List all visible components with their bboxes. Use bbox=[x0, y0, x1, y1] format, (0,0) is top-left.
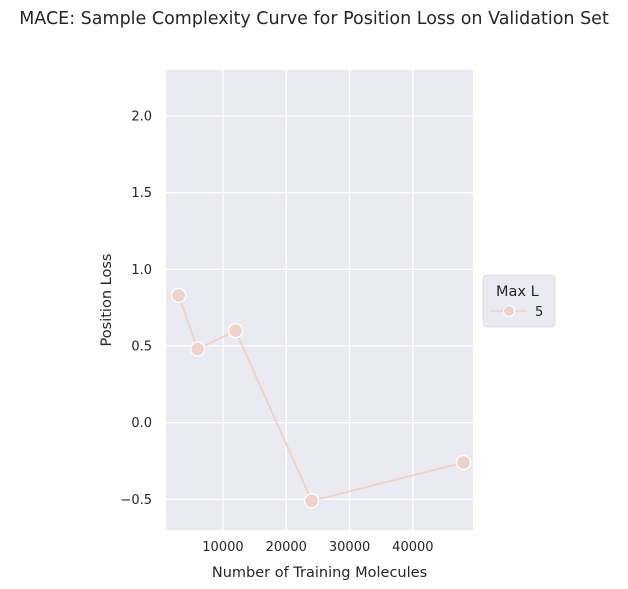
y-tick-label: 1.5 bbox=[131, 186, 152, 201]
y-tick-label: 0.0 bbox=[131, 416, 152, 431]
y-tick-label: −0.5 bbox=[120, 493, 152, 508]
y-tick-label: 1.0 bbox=[131, 263, 152, 278]
legend-marker-swatch bbox=[503, 305, 515, 317]
x-tick-label: 30000 bbox=[329, 540, 370, 555]
x-gridlines bbox=[222, 70, 414, 530]
y-tick-label: 2.0 bbox=[131, 110, 152, 125]
data-point bbox=[189, 341, 206, 357]
x-tick-label: 20000 bbox=[266, 540, 307, 555]
legend-series-label: 5 bbox=[535, 305, 543, 320]
data-point bbox=[227, 323, 244, 339]
data-point bbox=[455, 454, 472, 471]
data-point bbox=[303, 493, 320, 509]
plot-area bbox=[166, 70, 473, 530]
x-axis-label: Number of Training Molecules bbox=[212, 565, 427, 581]
legend: Max L 5 bbox=[482, 274, 556, 328]
legend-title: Max L bbox=[496, 284, 539, 300]
y-axis-label: Position Loss bbox=[99, 254, 115, 347]
x-tick-label: 40000 bbox=[392, 540, 433, 555]
x-tick-label: 10000 bbox=[202, 540, 243, 555]
data-point bbox=[171, 287, 187, 304]
y-tick-labels: −0.5 0.0 0.5 1.0 1.5 2.0 bbox=[120, 110, 152, 508]
legend-box bbox=[482, 274, 556, 328]
chart-title: MACE: Sample Complexity Curve for Positi… bbox=[19, 9, 609, 29]
x-tick-labels: 10000 20000 30000 40000 bbox=[202, 540, 433, 555]
y-tick-label: 0.5 bbox=[131, 340, 152, 355]
series-layer bbox=[171, 287, 472, 509]
